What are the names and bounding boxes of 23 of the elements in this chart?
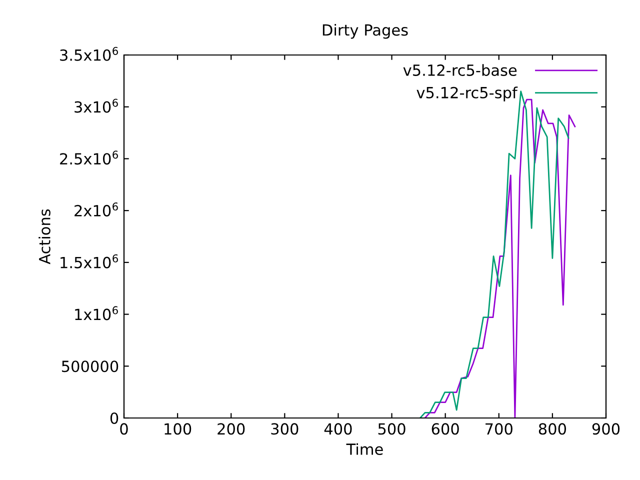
chart-title: Dirty Pages <box>322 24 408 39</box>
x-tick-label: 700 <box>486 423 512 435</box>
y-tick-label: 2x10$^{6}$ <box>74 202 118 216</box>
y-tick-label: 3.5x10$^{6}$ <box>60 46 118 61</box>
x-tick-label: 100 <box>164 423 192 435</box>
x-tick-label: 500 <box>378 423 406 435</box>
y-tick-label: 3x10$^{6}$ <box>74 98 118 113</box>
x-tick-label: 200 <box>218 423 245 435</box>
x-tick-label: 300 <box>271 423 298 435</box>
y-tick-label: 500000 <box>62 360 118 372</box>
y-tick-label: 2.5x10$^{6}$ <box>60 150 118 165</box>
x-axis-title: Time <box>346 443 383 456</box>
legend-label: v5.12-rc5-spf <box>416 86 518 102</box>
y-axis-title: Actions <box>38 209 50 264</box>
x-tick-label: 400 <box>324 423 352 435</box>
x-tick-label: 900 <box>592 423 620 435</box>
y-tick-label: 1.5x10$^{6}$ <box>60 254 118 268</box>
x-tick-label: 600 <box>432 423 459 435</box>
x-tick-label: 800 <box>538 423 566 435</box>
legend-label: v5.12-rc5-base <box>403 64 517 76</box>
y-tick-label: 1x10$^{6}$ <box>75 306 118 320</box>
x-tick-label: 0 <box>120 423 128 435</box>
y-tick-label: 0 <box>110 412 118 424</box>
